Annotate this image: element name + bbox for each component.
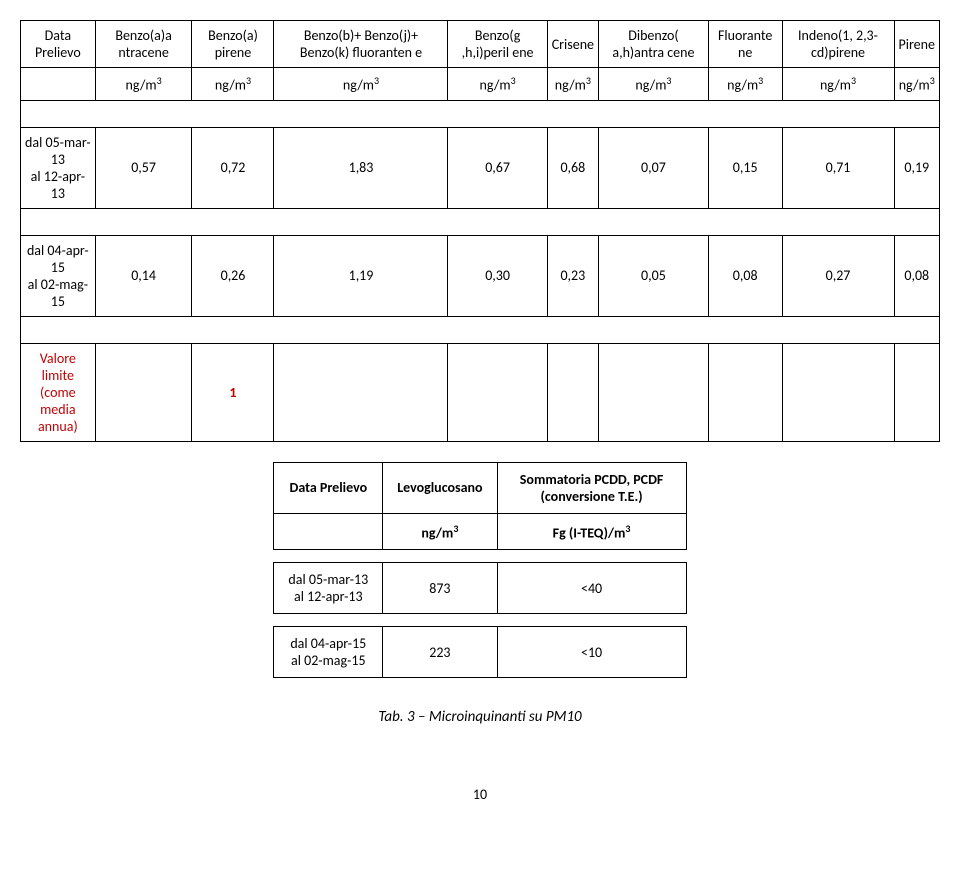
limit-empty xyxy=(599,343,709,441)
header-row: Data Prelievo Benzo(a)a ntracene Benzo(a… xyxy=(21,21,940,68)
sub-col-header: Data Prelievo xyxy=(274,462,383,513)
sub-data-row: dal 05-mar-13al 12-apr-13 873 <40 xyxy=(274,563,686,614)
main-data-table: Data Prelievo Benzo(a)a ntracene Benzo(a… xyxy=(20,20,940,442)
sub-row-label: dal 04-apr-15al 02-mag-15 xyxy=(274,627,383,678)
sub-col-header: Levoglucosano xyxy=(383,462,497,513)
data-cell: 0,08 xyxy=(894,235,940,316)
unit-cell: ng/m3 xyxy=(599,68,709,101)
data-row: dal 04-apr-15al 02-mag-15 0,14 0,26 1,19… xyxy=(21,235,940,316)
data-cell: 0,72 xyxy=(192,127,274,208)
sub-col-header: Sommatoria PCDD, PCDF (conversione T.E.) xyxy=(497,462,686,513)
unit-cell: ng/m3 xyxy=(192,68,274,101)
sub-units-row: ng/m3 Fg (I-TEQ)/m3 xyxy=(274,513,686,550)
col-header: Benzo(g ,h,i)peril ene xyxy=(448,21,547,68)
data-cell: 0,71 xyxy=(782,127,894,208)
data-cell: 0,30 xyxy=(448,235,547,316)
units-row: ng/m3 ng/m3 ng/m3 ng/m3 ng/m3 ng/m3 ng/m… xyxy=(21,68,940,101)
data-cell: 1,19 xyxy=(274,235,448,316)
data-row: dal 05-mar-13al 12-apr-13 0,57 0,72 1,83… xyxy=(21,127,940,208)
units-empty xyxy=(21,68,96,101)
sub-data-cell: <40 xyxy=(497,563,686,614)
limit-row: Valore limite (come media annua) 1 xyxy=(21,343,940,441)
col-header: Pirene xyxy=(894,21,940,68)
unit-cell: ng/m3 xyxy=(894,68,940,101)
data-cell: 0,19 xyxy=(894,127,940,208)
page-number: 10 xyxy=(20,786,940,803)
data-cell: 0,27 xyxy=(782,235,894,316)
sub-data-cell: 223 xyxy=(383,627,497,678)
sub-unit-cell: ng/m3 xyxy=(383,513,497,550)
sub-data-row: dal 04-apr-15al 02-mag-15 223 <10 xyxy=(274,627,686,678)
data-cell: 0,68 xyxy=(547,127,598,208)
col-header: Benzo(a)a ntracene xyxy=(95,21,192,68)
row-label: dal 05-mar-13al 12-apr-13 xyxy=(21,127,96,208)
limit-empty xyxy=(547,343,598,441)
sub-header-row: Data Prelievo Levoglucosano Sommatoria P… xyxy=(274,462,686,513)
limit-empty xyxy=(894,343,940,441)
data-cell: 0,26 xyxy=(192,235,274,316)
unit-cell: ng/m3 xyxy=(448,68,547,101)
limit-empty xyxy=(274,343,448,441)
table-caption: Tab. 3 – Microinquinanti su PM10 xyxy=(20,708,940,726)
data-cell: 1,83 xyxy=(274,127,448,208)
unit-cell: ng/m3 xyxy=(547,68,598,101)
data-cell: 0,14 xyxy=(95,235,192,316)
col-header: Crisene xyxy=(547,21,598,68)
col-header: Indeno(1, 2,3- cd)pirene xyxy=(782,21,894,68)
data-cell: 0,05 xyxy=(599,235,709,316)
col-header: Fluorante ne xyxy=(708,21,782,68)
sub-data-table: Data Prelievo Levoglucosano Sommatoria P… xyxy=(273,462,686,679)
col-header: Dibenzo( a,h)antra cene xyxy=(599,21,709,68)
limit-empty xyxy=(95,343,192,441)
limit-empty xyxy=(782,343,894,441)
data-cell: 0,67 xyxy=(448,127,547,208)
unit-cell: ng/m3 xyxy=(274,68,448,101)
unit-cell: ng/m3 xyxy=(95,68,192,101)
limit-label: Valore limite (come media annua) xyxy=(21,343,96,441)
limit-empty xyxy=(708,343,782,441)
data-cell: 0,57 xyxy=(95,127,192,208)
sub-data-cell: <10 xyxy=(497,627,686,678)
col-header: Benzo(b)+ Benzo(j)+ Benzo(k) fluoranten … xyxy=(274,21,448,68)
unit-cell: ng/m3 xyxy=(708,68,782,101)
data-cell: 0,23 xyxy=(547,235,598,316)
data-cell: 0,15 xyxy=(708,127,782,208)
col-header: Data Prelievo xyxy=(21,21,96,68)
limit-empty xyxy=(448,343,547,441)
sub-data-cell: 873 xyxy=(383,563,497,614)
data-cell: 0,08 xyxy=(708,235,782,316)
sub-unit-cell: Fg (I-TEQ)/m3 xyxy=(497,513,686,550)
sub-row-label: dal 05-mar-13al 12-apr-13 xyxy=(274,563,383,614)
data-cell: 0,07 xyxy=(599,127,709,208)
sub-units-empty xyxy=(274,513,383,550)
unit-cell: ng/m3 xyxy=(782,68,894,101)
col-header: Benzo(a) pirene xyxy=(192,21,274,68)
row-label: dal 04-apr-15al 02-mag-15 xyxy=(21,235,96,316)
limit-value: 1 xyxy=(192,343,274,441)
